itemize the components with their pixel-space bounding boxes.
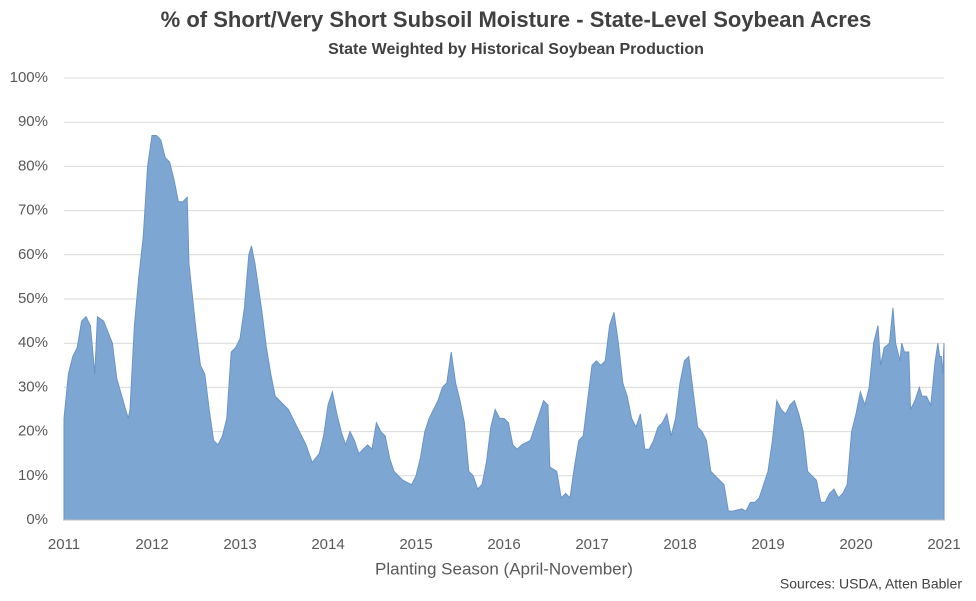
x-tick-label: 2012: [135, 536, 168, 553]
x-tick-label: 2019: [751, 536, 784, 553]
x-tick-label: 2014: [311, 536, 344, 553]
area: [63, 134, 945, 521]
source-note: Sources: USDA, Atten Babler: [780, 576, 962, 592]
x-tick-label: 2020: [839, 536, 872, 553]
chart-title: % of Short/Very Short Subsoil Moisture -…: [161, 7, 872, 32]
y-tick-label: 50%: [18, 290, 48, 307]
y-tick-label: 40%: [18, 334, 48, 351]
x-axis-label: Planting Season (April-November): [375, 559, 633, 578]
x-tick-label: 2016: [487, 536, 520, 553]
x-tick-label: 2021: [927, 536, 960, 553]
y-tick-label: 60%: [18, 246, 48, 263]
y-tick-label: 0%: [26, 511, 48, 528]
y-tick-label: 100%: [10, 69, 48, 86]
y-tick-label: 90%: [18, 113, 48, 130]
chart-subtitle: State Weighted by Historical Soybean Pro…: [328, 41, 704, 58]
y-tick-label: 70%: [18, 202, 48, 219]
x-tick-label: 2018: [663, 536, 696, 553]
x-tick-label: 2015: [399, 536, 432, 553]
x-tick-label: 2017: [575, 536, 608, 553]
y-tick-label: 10%: [18, 467, 48, 484]
y-tick-label: 30%: [18, 378, 48, 395]
x-tick-label: 2011: [48, 536, 80, 553]
x-tick-label: 2013: [223, 536, 256, 553]
y-tick-label: 20%: [18, 423, 48, 440]
y-tick-label: 80%: [18, 157, 48, 174]
